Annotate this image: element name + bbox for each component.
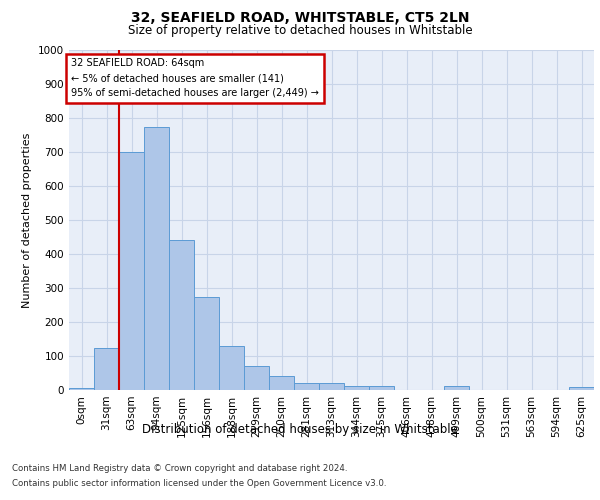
Text: Size of property relative to detached houses in Whitstable: Size of property relative to detached ho… [128, 24, 472, 37]
Text: 32 SEAFIELD ROAD: 64sqm
← 5% of detached houses are smaller (141)
95% of semi-de: 32 SEAFIELD ROAD: 64sqm ← 5% of detached… [71, 58, 319, 98]
Bar [369, 386, 394, 390]
Bar [344, 386, 369, 390]
Bar [169, 240, 194, 390]
Text: Distribution of detached houses by size in Whitstable: Distribution of detached houses by size … [142, 422, 458, 436]
Bar [144, 126, 169, 390]
Bar [194, 296, 219, 390]
Bar [219, 346, 244, 390]
Bar [294, 382, 319, 390]
Bar [94, 348, 119, 390]
Bar [119, 152, 144, 390]
Bar [269, 376, 294, 390]
Y-axis label: Number of detached properties: Number of detached properties [22, 132, 32, 308]
Text: Contains HM Land Registry data © Crown copyright and database right 2024.: Contains HM Land Registry data © Crown c… [12, 464, 347, 473]
Text: Contains public sector information licensed under the Open Government Licence v3: Contains public sector information licen… [12, 479, 386, 488]
Bar [444, 386, 469, 390]
Bar [569, 386, 594, 390]
Text: 32, SEAFIELD ROAD, WHITSTABLE, CT5 2LN: 32, SEAFIELD ROAD, WHITSTABLE, CT5 2LN [131, 11, 469, 25]
Bar [319, 382, 344, 390]
Bar [244, 366, 269, 390]
Bar [69, 388, 94, 390]
